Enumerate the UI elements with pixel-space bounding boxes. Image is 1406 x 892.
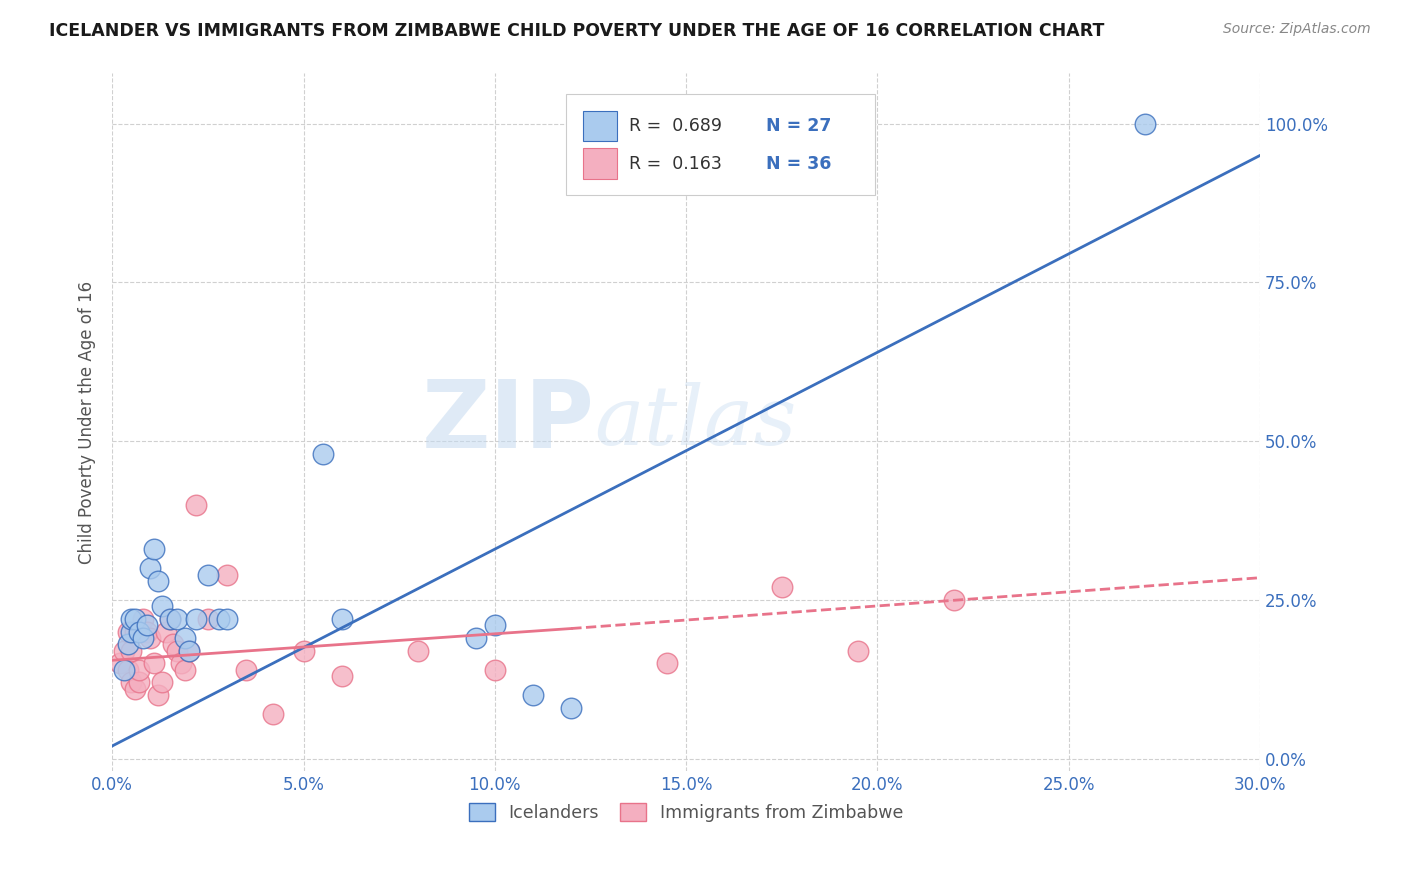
Point [139, 631, 162, 645]
Point [124, 681, 146, 696]
Point [128, 663, 150, 677]
Point [112, 663, 135, 677]
Text: N = 36: N = 36 [766, 155, 832, 173]
Point [128, 675, 150, 690]
Point [135, 618, 157, 632]
Point [143, 542, 166, 557]
Point [132, 631, 155, 645]
FancyBboxPatch shape [565, 94, 876, 195]
Point [117, 624, 139, 639]
Point [120, 612, 142, 626]
Point [174, 663, 197, 677]
Point [1133, 117, 1156, 131]
Text: R =  0.689: R = 0.689 [628, 117, 721, 135]
Point [522, 688, 544, 702]
Point [177, 644, 200, 658]
Point [120, 624, 142, 639]
Point [146, 574, 169, 588]
Point [846, 644, 869, 658]
Point [120, 644, 142, 658]
Point [235, 663, 257, 677]
Point [170, 657, 193, 671]
Point [159, 612, 181, 626]
Point [155, 624, 177, 639]
Point [484, 618, 506, 632]
Point [124, 624, 146, 639]
Point [942, 593, 965, 607]
Point [139, 561, 162, 575]
Point [166, 644, 188, 658]
Text: N = 27: N = 27 [766, 117, 832, 135]
Text: Source: ZipAtlas.com: Source: ZipAtlas.com [1223, 22, 1371, 37]
Point [112, 644, 135, 658]
Text: R =  0.163: R = 0.163 [628, 155, 721, 173]
Point [197, 567, 219, 582]
Point [146, 688, 169, 702]
Point [262, 707, 284, 722]
Point [770, 580, 793, 594]
Point [197, 612, 219, 626]
Text: ICELANDER VS IMMIGRANTS FROM ZIMBABWE CHILD POVERTY UNDER THE AGE OF 16 CORRELAT: ICELANDER VS IMMIGRANTS FROM ZIMBABWE CH… [49, 22, 1105, 40]
Point [484, 663, 506, 677]
Point [215, 612, 238, 626]
Point [120, 675, 142, 690]
FancyBboxPatch shape [582, 148, 617, 179]
Point [159, 612, 181, 626]
Point [128, 624, 150, 639]
Point [186, 498, 208, 512]
Y-axis label: Child Poverty Under the Age of 16: Child Poverty Under the Age of 16 [79, 281, 96, 564]
Point [117, 663, 139, 677]
Legend: Icelanders, Immigrants from Zimbabwe: Icelanders, Immigrants from Zimbabwe [461, 797, 910, 829]
Point [464, 631, 486, 645]
Point [560, 701, 582, 715]
Point [186, 612, 208, 626]
Point [132, 612, 155, 626]
Point [117, 637, 139, 651]
Point [311, 447, 333, 461]
Point [208, 612, 231, 626]
Point [406, 644, 429, 658]
Point [108, 657, 131, 671]
Point [143, 657, 166, 671]
Point [655, 657, 678, 671]
Point [215, 567, 238, 582]
Point [292, 644, 315, 658]
Point [177, 644, 200, 658]
Point [330, 669, 353, 683]
Point [150, 675, 173, 690]
Text: ZIP: ZIP [422, 376, 595, 468]
Point [135, 624, 157, 639]
FancyBboxPatch shape [582, 111, 617, 142]
Point [174, 631, 197, 645]
Text: atlas: atlas [595, 382, 797, 462]
Point [124, 612, 146, 626]
Point [150, 599, 173, 614]
Point [166, 612, 188, 626]
Point [162, 637, 184, 651]
Point [330, 612, 353, 626]
